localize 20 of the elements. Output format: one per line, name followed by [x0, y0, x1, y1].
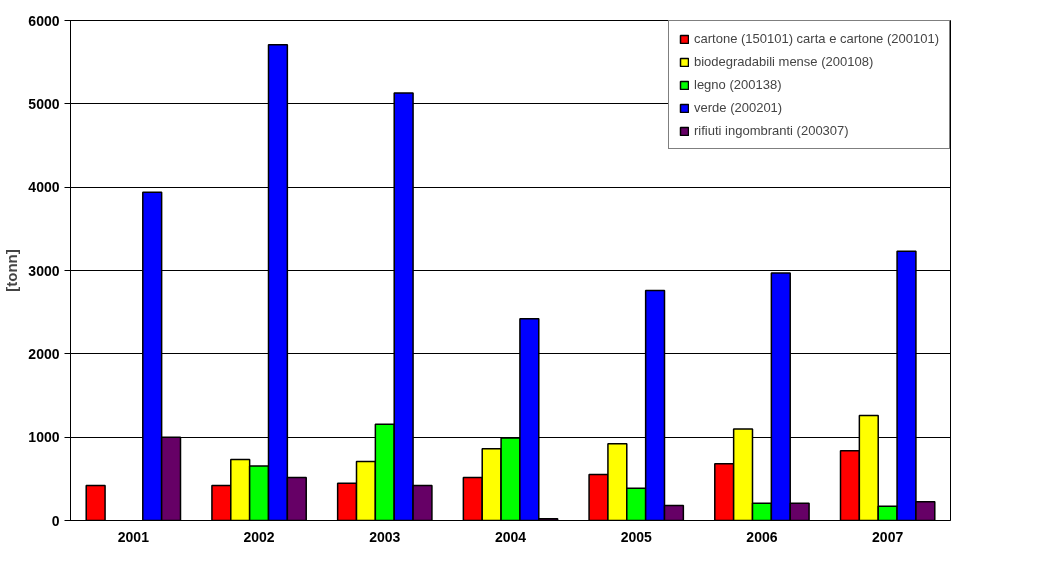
x-tick-label: 2006	[746, 528, 778, 545]
x-tick-label: 2007	[872, 528, 904, 545]
y-tick-label: 6000	[28, 12, 60, 29]
x-tick-label: 2003	[369, 528, 401, 545]
x-tick-label: 2002	[243, 528, 275, 545]
x-tick-label: 2005	[620, 528, 652, 545]
y-tick-label: 0	[51, 512, 60, 529]
y-tick-label: 5000	[28, 95, 60, 112]
y-tick-label: 4000	[28, 179, 60, 196]
y-tick-label: 1000	[28, 429, 60, 446]
x-tick-label: 2001	[117, 528, 150, 545]
legend-label: cartone (150101) carta e cartone (200101)	[694, 31, 939, 46]
y-tick-label: 2000	[28, 345, 60, 362]
y-tick-label: 3000	[28, 262, 60, 279]
y-axis-title: [tonn]	[3, 249, 21, 292]
legend-label: verde (200201)	[694, 100, 783, 115]
x-tick-label: 2004	[494, 528, 527, 545]
legend-label: biodegradabili mense (200108)	[694, 54, 874, 69]
legend-label: rifiuti ingombranti (200307)	[694, 123, 849, 138]
legend-label: legno (200138)	[694, 77, 782, 92]
